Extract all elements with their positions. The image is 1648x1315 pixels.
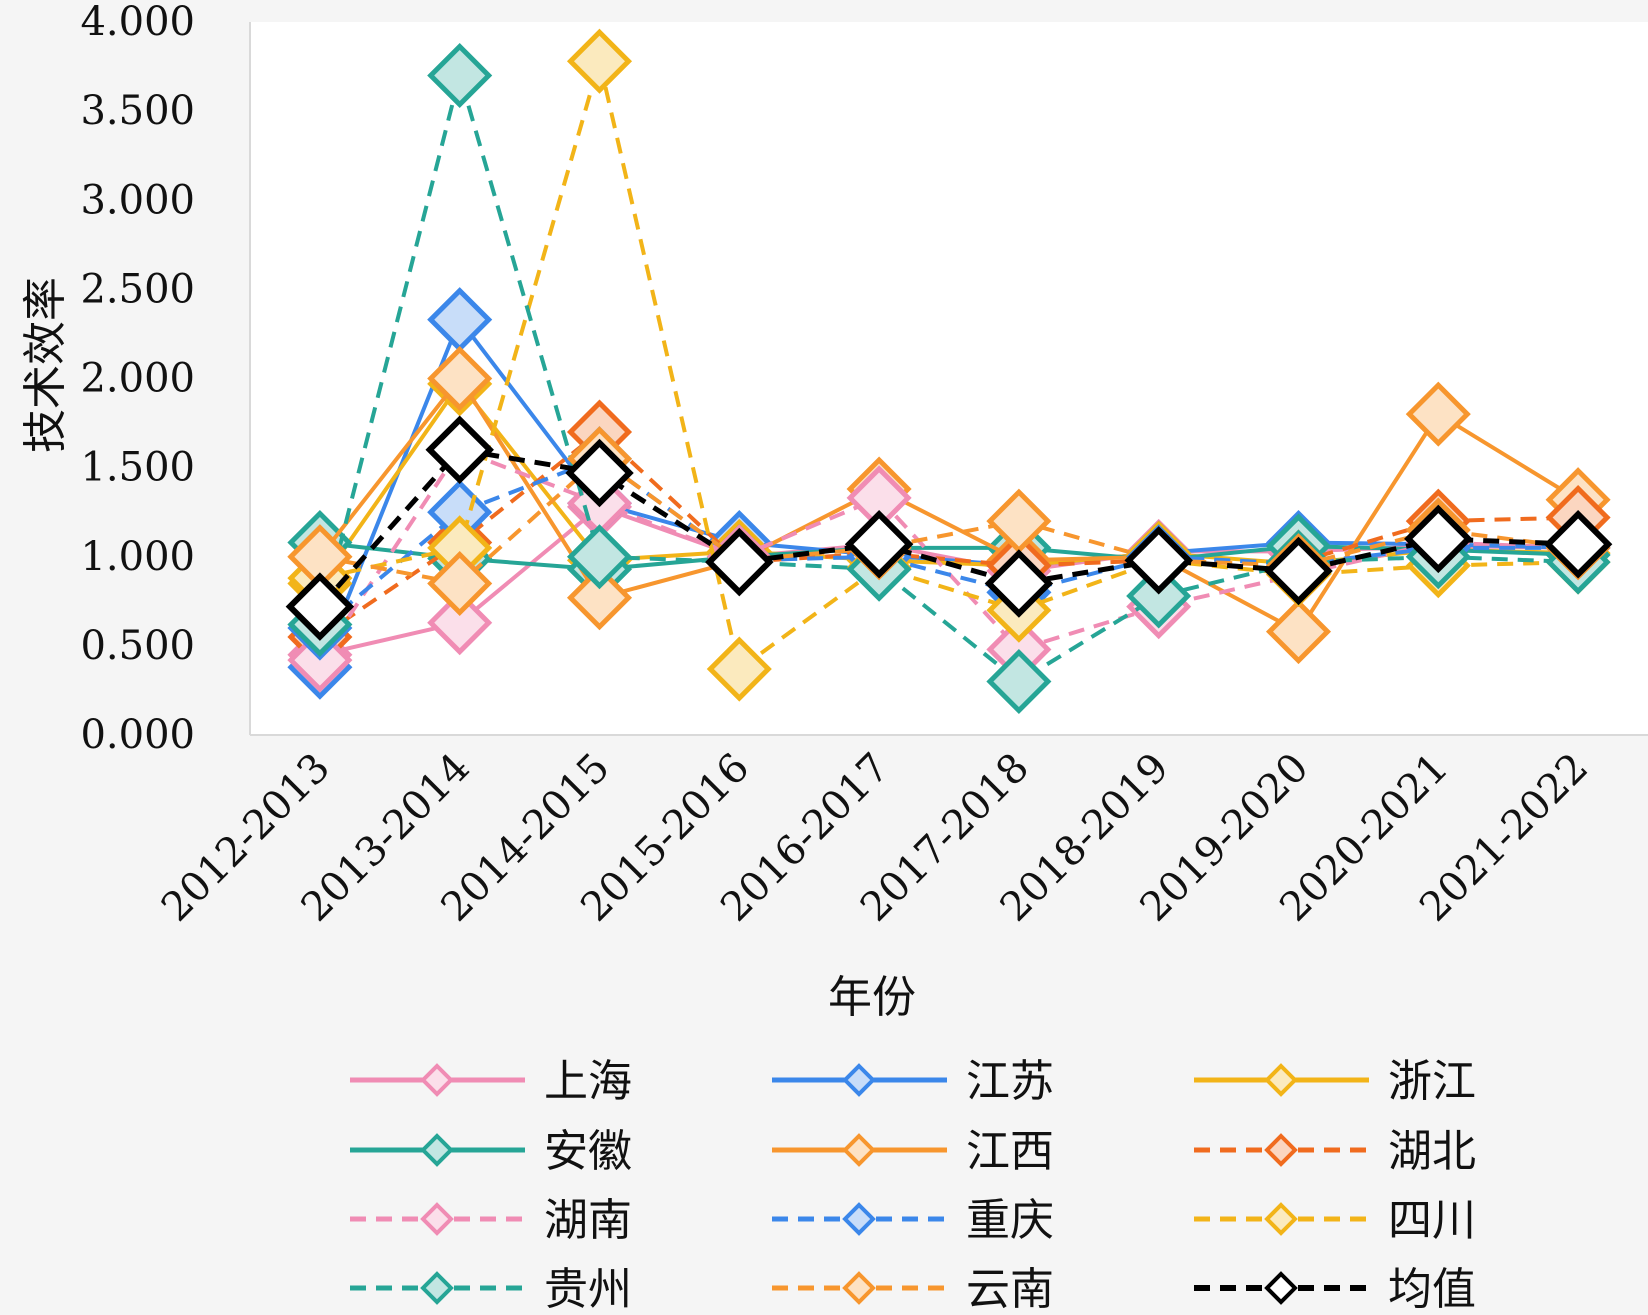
x-tick-labels: 2012-20132013-20142014-20152015-20162016… — [153, 745, 1597, 931]
series-line — [318, 447, 1579, 609]
data-point — [425, 415, 494, 485]
legend-label: 浙江 — [1388, 1056, 1476, 1107]
legend-label: 江苏 — [966, 1056, 1054, 1107]
legend-marker — [420, 1063, 454, 1097]
series-line — [318, 456, 1579, 630]
data-point — [427, 345, 493, 412]
legend-label: 均值 — [1388, 1264, 1476, 1315]
data-point — [1543, 510, 1613, 579]
series-line — [318, 376, 1580, 634]
data-point — [285, 572, 355, 641]
legend-label: 安徽 — [544, 1126, 632, 1177]
legend-marker — [1264, 1133, 1298, 1167]
data-point — [986, 648, 1052, 715]
y-tick-label: 4.000 — [80, 0, 195, 45]
legend-item: 湖南 — [350, 1195, 632, 1246]
series-line — [317, 73, 1579, 684]
series-layer — [285, 28, 1613, 715]
data-point — [566, 524, 633, 590]
data-point — [706, 636, 772, 702]
data-point — [1404, 504, 1473, 574]
legend-label: 上海 — [544, 1056, 632, 1107]
data-point — [984, 549, 1054, 618]
legend-item: 均值 — [1194, 1264, 1476, 1315]
y-tick-label: 2.000 — [80, 356, 195, 402]
y-tick-label: 3.000 — [80, 177, 195, 223]
series-line — [318, 429, 1579, 639]
y-tick-label: 1.000 — [80, 534, 195, 580]
data-point — [705, 527, 774, 597]
data-point — [1265, 599, 1332, 665]
legend-item: 贵州 — [350, 1264, 632, 1315]
legend-label: 贵州 — [544, 1264, 632, 1315]
y-tick-labels: 0.000 0.500 1.000 1.500 2.000 2.500 3.000 3.500… — [80, 0, 195, 758]
data-point — [1405, 381, 1471, 447]
legend-item: 四川 — [1194, 1195, 1476, 1246]
legend-label: 湖北 — [1388, 1126, 1476, 1177]
data-point — [844, 510, 914, 579]
y-tick-label: 2.500 — [80, 266, 195, 312]
legend-label: 四川 — [1388, 1195, 1476, 1246]
legend-marker — [1264, 1063, 1298, 1097]
legend-item: 江苏 — [772, 1056, 1054, 1107]
y-tick-label: 0.000 — [80, 712, 195, 758]
legend-item: 浙江 — [1194, 1056, 1476, 1107]
y-axis-title: 技术效率 — [20, 277, 71, 453]
legend-label: 江西 — [966, 1126, 1054, 1177]
legend-marker — [842, 1133, 876, 1167]
data-point — [427, 590, 493, 656]
legend-label: 重庆 — [966, 1195, 1054, 1246]
legend-item: 江西 — [772, 1126, 1054, 1177]
legend-item: 上海 — [350, 1056, 632, 1107]
data-point — [427, 550, 493, 617]
data-point — [427, 42, 493, 109]
y-tick-label: 0.500 — [80, 623, 195, 669]
series — [285, 415, 1613, 641]
y-tick-label: 1.500 — [80, 445, 195, 491]
y-tick-label: 3.500 — [80, 88, 195, 134]
series-line — [319, 59, 1579, 672]
legend-marker — [420, 1133, 454, 1167]
series-line — [319, 540, 1579, 572]
data-point — [1126, 563, 1192, 629]
data-point — [1264, 536, 1333, 606]
legend-marker — [1264, 1271, 1298, 1305]
legend-marker — [420, 1202, 454, 1236]
legend-marker — [842, 1271, 876, 1305]
legend-marker — [842, 1063, 876, 1097]
x-axis-title: 年份 — [828, 972, 916, 1023]
legend-marker — [842, 1202, 876, 1236]
data-point — [565, 438, 634, 508]
legend-item: 重庆 — [772, 1195, 1054, 1246]
legend-marker — [1264, 1202, 1298, 1236]
legend-item: 安徽 — [350, 1126, 632, 1177]
series-line — [319, 456, 1579, 586]
data-point — [566, 28, 633, 94]
data-point — [566, 565, 633, 631]
legend-label: 云南 — [966, 1264, 1054, 1315]
legend-item: 湖北 — [1194, 1126, 1476, 1177]
legend-item: 云南 — [772, 1264, 1054, 1315]
legend-marker — [420, 1271, 454, 1305]
legend-label: 湖南 — [544, 1195, 632, 1246]
data-point — [1124, 526, 1193, 595]
